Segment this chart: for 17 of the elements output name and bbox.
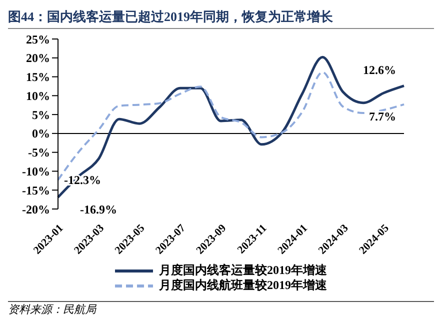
- data-label: 12.6%: [363, 62, 396, 77]
- y-tick-label: -20%: [22, 202, 50, 216]
- y-tick-label: -5%: [28, 146, 50, 160]
- data-label: -16.9%: [80, 202, 117, 216]
- text: 资料来源：民航局: [8, 304, 96, 316]
- y-tick-label: 5%: [32, 108, 50, 122]
- chart-title: 图44：国内线客运量已超过2019年同期，恢复为正常增长: [8, 8, 434, 29]
- data-label: 7.7%: [369, 109, 396, 124]
- y-tick-label: 0%: [32, 126, 50, 141]
- y-tick-label: 10%: [26, 88, 50, 103]
- y-tick-label: 20%: [26, 51, 50, 66]
- legend-label: 月度国内线航班量较2019年增速: [159, 278, 327, 293]
- y-tick-label: 15%: [26, 70, 50, 84]
- y-tick-label: -10%: [22, 164, 50, 178]
- legend-label: 月度国内线客运量较2019年增速: [159, 263, 327, 278]
- y-tick-label: 25%: [26, 32, 50, 46]
- y-tick-label: -15%: [22, 183, 50, 198]
